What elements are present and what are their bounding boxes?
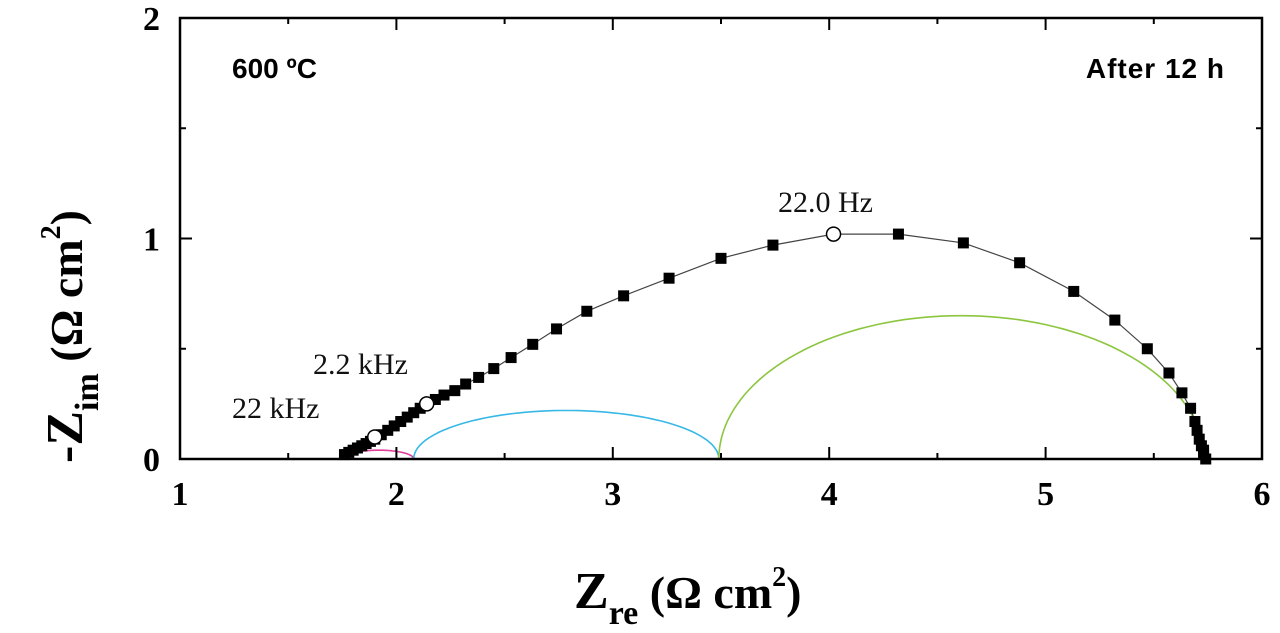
data-point-square xyxy=(429,393,441,405)
data-point-square xyxy=(1163,367,1175,379)
x-tick-label: 1 xyxy=(172,476,189,513)
fit-arcs xyxy=(343,314,1205,460)
data-markers xyxy=(338,226,1212,465)
data-point-square xyxy=(1109,314,1121,326)
temperature-label: 600 ºC xyxy=(232,53,317,84)
frequency-label-22khz: 22 kHz xyxy=(232,392,319,425)
data-point-square xyxy=(408,407,420,419)
data-point-square xyxy=(1189,416,1201,428)
data-point-square xyxy=(581,305,593,317)
x-axis-title-sub: re xyxy=(609,595,639,632)
x-axis-title-main: Z xyxy=(574,563,609,620)
data-point-square xyxy=(438,389,450,401)
data-point-circle xyxy=(367,429,383,445)
y-tick-label: 0 xyxy=(143,442,160,479)
y-axis-title-unit: (Ω cm xyxy=(41,239,92,373)
x-tick-label: 4 xyxy=(821,476,838,513)
x-tick-label: 3 xyxy=(604,476,621,513)
y-tick-label: 1 xyxy=(143,222,160,259)
data-point-square xyxy=(1141,343,1153,355)
x-tick-label: 5 xyxy=(1037,476,1054,513)
fit-arc-2 xyxy=(412,409,720,460)
x-axis-title-unit: (Ω cm xyxy=(638,567,772,618)
data-point-circle xyxy=(825,226,842,242)
x-axis-title-close: ) xyxy=(786,567,801,618)
data-point-square xyxy=(460,378,472,390)
data-point-square xyxy=(505,352,517,364)
data-point-square xyxy=(527,338,539,350)
data-point-square xyxy=(395,416,407,428)
data-point-square xyxy=(1014,257,1026,269)
data-point-square xyxy=(382,424,394,436)
data-point-circle xyxy=(418,396,435,412)
data-point-square xyxy=(473,371,485,383)
data-point-square xyxy=(1176,387,1188,399)
x-tick-label: 2 xyxy=(388,476,405,513)
x-axis-title-sup: 2 xyxy=(772,562,786,593)
data-point-square xyxy=(551,323,563,335)
data-point-square xyxy=(1191,424,1203,436)
data-point-square xyxy=(663,272,675,284)
data-point-square xyxy=(715,252,727,264)
data-point-square xyxy=(401,411,413,423)
data-point-square xyxy=(488,363,500,375)
data-point-square xyxy=(618,290,630,302)
data-point-square xyxy=(1068,285,1080,297)
y-axis-title-main: -Z xyxy=(37,411,94,463)
data-point-square xyxy=(767,239,779,251)
y-axis-title-sub: im xyxy=(69,373,106,411)
frequency-label-22hz: 22.0 Hz xyxy=(778,186,873,219)
y-axis-title: -Zim (Ω cm2) xyxy=(36,210,106,463)
data-point-square xyxy=(892,228,904,240)
data-point-square xyxy=(957,237,969,249)
data-point-square xyxy=(414,402,426,414)
duration-label: After 12 h xyxy=(1086,53,1225,84)
data-point-square xyxy=(449,385,461,397)
x-tick-label: 6 xyxy=(1254,476,1271,513)
data-point-square xyxy=(388,420,400,432)
data-point-square xyxy=(1193,433,1205,445)
y-axis-title-close: ) xyxy=(41,210,92,225)
data-connecting-line xyxy=(344,233,1207,460)
fit-arc-3 xyxy=(718,314,1205,460)
y-tick-label: 2 xyxy=(143,1,160,38)
frequency-label-2-2khz: 2.2 kHz xyxy=(313,348,408,381)
data-point-square xyxy=(1185,402,1197,414)
y-axis-title-sup: 2 xyxy=(36,225,67,239)
x-axis-title: Zre (Ω cm2) xyxy=(574,562,801,632)
plot-frame xyxy=(178,16,1264,461)
